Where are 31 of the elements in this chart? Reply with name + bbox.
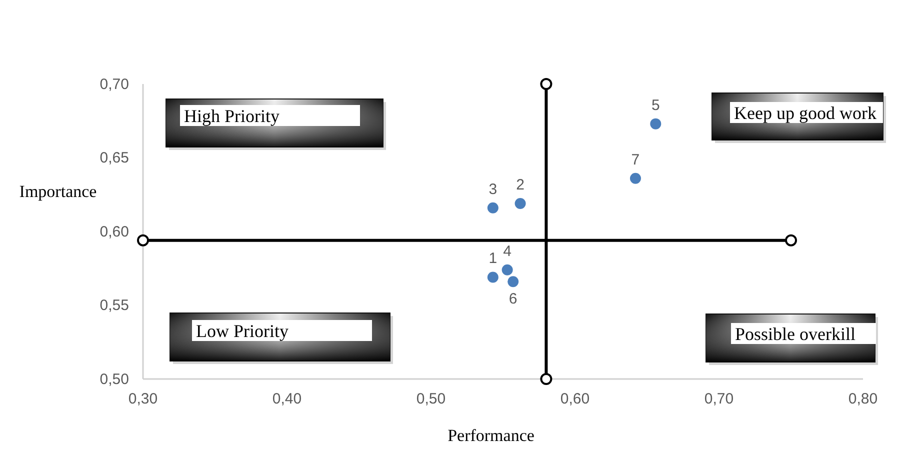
x-tick-label: 0,30 bbox=[128, 390, 158, 408]
y-tick-label: 0,70 bbox=[100, 76, 129, 93]
annotation: Keep up good work bbox=[734, 103, 876, 123]
annotation: 4 bbox=[503, 242, 512, 260]
annotation: 7 bbox=[631, 151, 640, 168]
x-tick-label: 0,50 bbox=[416, 390, 446, 408]
annotation: 6 bbox=[508, 290, 518, 308]
annotation: High Priority bbox=[184, 106, 280, 126]
y-axis-title: Importance bbox=[19, 182, 97, 201]
y-tick-label: 0,50 bbox=[100, 370, 129, 388]
y-tick-label: 0,55 bbox=[100, 297, 129, 314]
point bbox=[650, 118, 662, 130]
annotation: 3 bbox=[488, 180, 498, 198]
annotation: 1 bbox=[488, 250, 498, 268]
y-tick-label: 0,65 bbox=[100, 150, 129, 167]
y-tick-label: 0,60 bbox=[100, 223, 129, 240]
point bbox=[502, 264, 513, 276]
point bbox=[630, 172, 641, 184]
point bbox=[508, 276, 519, 288]
x-tick-label: 0,70 bbox=[704, 390, 734, 408]
annotation: Possible overkill bbox=[735, 324, 856, 344]
x-tick-label: 0,40 bbox=[272, 390, 302, 408]
x-tick-label: 0,60 bbox=[560, 390, 590, 408]
x-axis-title: Performance bbox=[448, 426, 534, 445]
annotation: 2 bbox=[516, 176, 524, 194]
annotation: Low Priority bbox=[196, 321, 288, 341]
x-tick-label: 0,80 bbox=[848, 390, 878, 408]
point bbox=[487, 202, 498, 214]
annotation: 5 bbox=[651, 96, 660, 114]
point bbox=[487, 272, 498, 283]
point bbox=[514, 198, 526, 209]
